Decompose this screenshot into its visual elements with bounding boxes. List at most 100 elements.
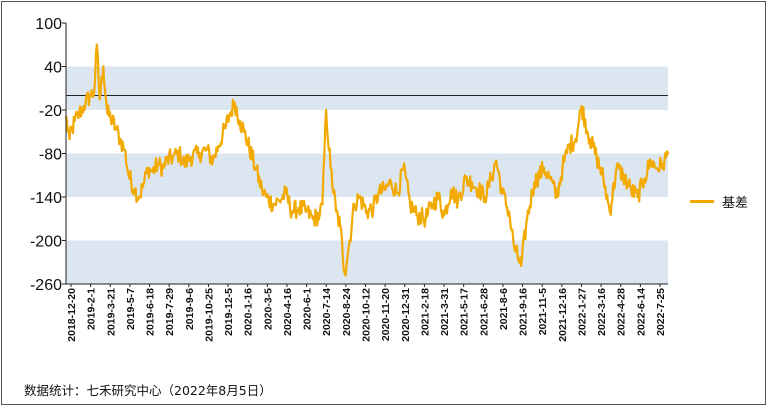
data-point	[588, 137, 591, 141]
x-tick-label: 2021-3-31	[439, 288, 451, 336]
legend-swatch	[690, 200, 714, 203]
y-tick-label: -20	[39, 103, 62, 120]
data-point	[477, 188, 481, 191]
data-point	[84, 101, 87, 104]
data-point	[377, 192, 380, 195]
data-point	[549, 177, 552, 181]
y-tick-label: -140	[30, 190, 62, 207]
data-point	[649, 159, 652, 162]
data-point	[334, 210, 338, 213]
data-point	[290, 210, 294, 213]
data-point	[233, 101, 236, 104]
data-point	[365, 210, 369, 213]
data-point	[525, 217, 529, 220]
data-point	[73, 119, 76, 123]
x-tick-label: 2021-11-5	[537, 288, 549, 335]
data-point	[383, 188, 386, 191]
data-point	[82, 105, 85, 108]
data-point	[580, 105, 583, 108]
data-point	[297, 206, 300, 210]
y-tick-label: -200	[30, 234, 62, 251]
y-tick-label: -260	[30, 277, 62, 294]
x-tick-label: 2020-11-20	[380, 288, 392, 341]
x-tick-label: 2022-3-16	[596, 288, 608, 336]
x-tick-label: 2021-9-16	[518, 288, 530, 336]
x-tick-label: 2019-9-6	[184, 288, 196, 330]
x-tick-label: 2018-12-20	[66, 288, 78, 342]
x-tick-label: 2022-6-14	[635, 288, 647, 336]
data-point	[519, 264, 523, 268]
x-tick-label: 2022-4-28	[616, 288, 628, 336]
data-point	[507, 210, 511, 213]
data-point	[305, 210, 308, 213]
data-point	[146, 166, 150, 170]
data-point	[77, 112, 81, 115]
data-point	[189, 155, 192, 159]
data-point	[655, 166, 658, 170]
data-point	[449, 188, 453, 191]
data-point	[602, 177, 605, 181]
data-point	[114, 126, 117, 130]
data-point	[123, 148, 126, 152]
x-tick-label: 2019-3-21	[105, 288, 117, 336]
data-point	[615, 166, 618, 170]
data-point	[278, 199, 281, 202]
data-point	[284, 192, 287, 195]
data-point	[156, 163, 160, 166]
x-tick-labels: 2018-12-20 2019-2-1 2019-3-21 2019-5-7 2019-…	[66, 288, 667, 342]
data-point	[424, 217, 427, 220]
data-point	[396, 192, 399, 195]
legend-label: 基差	[722, 196, 749, 211]
data-point	[89, 94, 92, 97]
data-point	[127, 174, 130, 177]
data-point	[542, 166, 546, 170]
data-point	[102, 65, 105, 68]
data-point	[666, 152, 670, 155]
data-point	[254, 166, 257, 170]
x-tick-label: 2020-12-31	[400, 288, 412, 342]
data-point	[205, 148, 208, 152]
data-point	[92, 90, 96, 94]
data-point	[464, 177, 467, 181]
data-point	[483, 195, 486, 199]
data-point	[358, 195, 361, 199]
data-point	[494, 159, 498, 162]
legend: 基差	[690, 192, 748, 211]
x-tick-label: 2019-2-1	[86, 288, 98, 330]
data-point	[629, 188, 633, 191]
x-tick-label: 2020-3-5	[262, 288, 274, 330]
data-point	[143, 181, 146, 184]
data-point	[243, 130, 246, 133]
data-point	[343, 271, 346, 275]
y-tick-label: 40	[44, 60, 62, 77]
data-point	[338, 224, 342, 228]
data-point	[402, 166, 405, 170]
data-point	[238, 119, 241, 123]
data-point	[437, 195, 440, 199]
x-tick-label: 2020-4-16	[282, 288, 294, 336]
data-point	[217, 145, 220, 148]
data-point	[353, 203, 356, 206]
data-point	[223, 126, 227, 130]
y-tick-labels: 100 40 -20 -80 -140 -200 -260	[30, 16, 62, 294]
data-point	[198, 152, 201, 155]
data-point	[661, 163, 665, 166]
data-point	[265, 195, 268, 199]
data-point	[574, 137, 577, 141]
data-point	[272, 203, 275, 206]
background-bands	[66, 66, 668, 284]
data-point	[321, 203, 324, 206]
data-point	[106, 112, 109, 115]
data-point	[329, 166, 332, 170]
x-tick-label: 2020-7-14	[321, 288, 333, 336]
x-tick-label: 2021-12-16	[557, 288, 569, 342]
data-point	[165, 159, 168, 162]
data-point	[567, 145, 571, 148]
axes	[62, 22, 668, 287]
data-point	[595, 155, 598, 159]
data-point	[533, 181, 536, 184]
data-point	[555, 195, 558, 199]
data-point	[98, 97, 101, 101]
data-point	[501, 192, 504, 195]
